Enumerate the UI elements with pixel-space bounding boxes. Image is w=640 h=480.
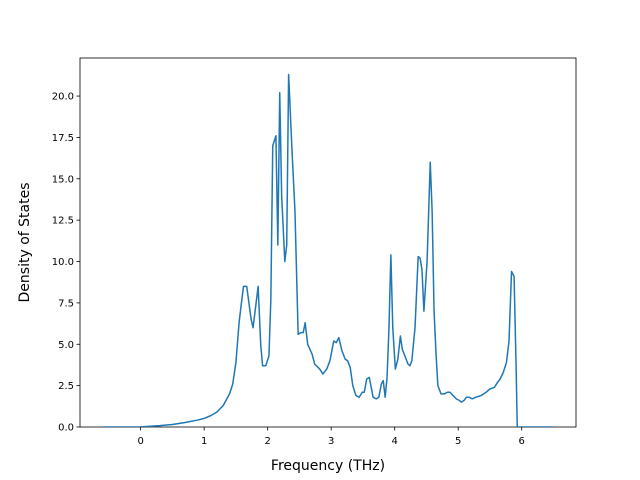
y-tick-label: 2.5: [58, 381, 74, 392]
y-tick-label: 20.0: [52, 92, 74, 103]
y-tick-label: 15.0: [52, 174, 74, 185]
x-tick-label: 6: [519, 436, 525, 447]
x-tick-label: 4: [391, 436, 397, 447]
y-tick-label: 5.0: [58, 340, 74, 351]
y-tick-label: 17.5: [52, 133, 74, 144]
x-axis-label: Frequency (THz): [271, 458, 385, 474]
y-axis-label: Density of States: [17, 183, 33, 303]
x-tick-label: 0: [137, 436, 143, 447]
x-tick-label: 1: [201, 436, 207, 447]
x-tick-label: 3: [328, 436, 334, 447]
axes-frame: [79, 57, 577, 428]
y-tick-label: 0.0: [58, 423, 74, 434]
dos-line: [102, 73, 554, 427]
y-tick-label: 10.0: [52, 257, 74, 268]
x-tick-label: 5: [455, 436, 461, 447]
x-tick-label: 2: [264, 436, 270, 447]
y-tick-label: 7.5: [58, 298, 74, 309]
y-tick-label: 12.5: [52, 216, 74, 227]
